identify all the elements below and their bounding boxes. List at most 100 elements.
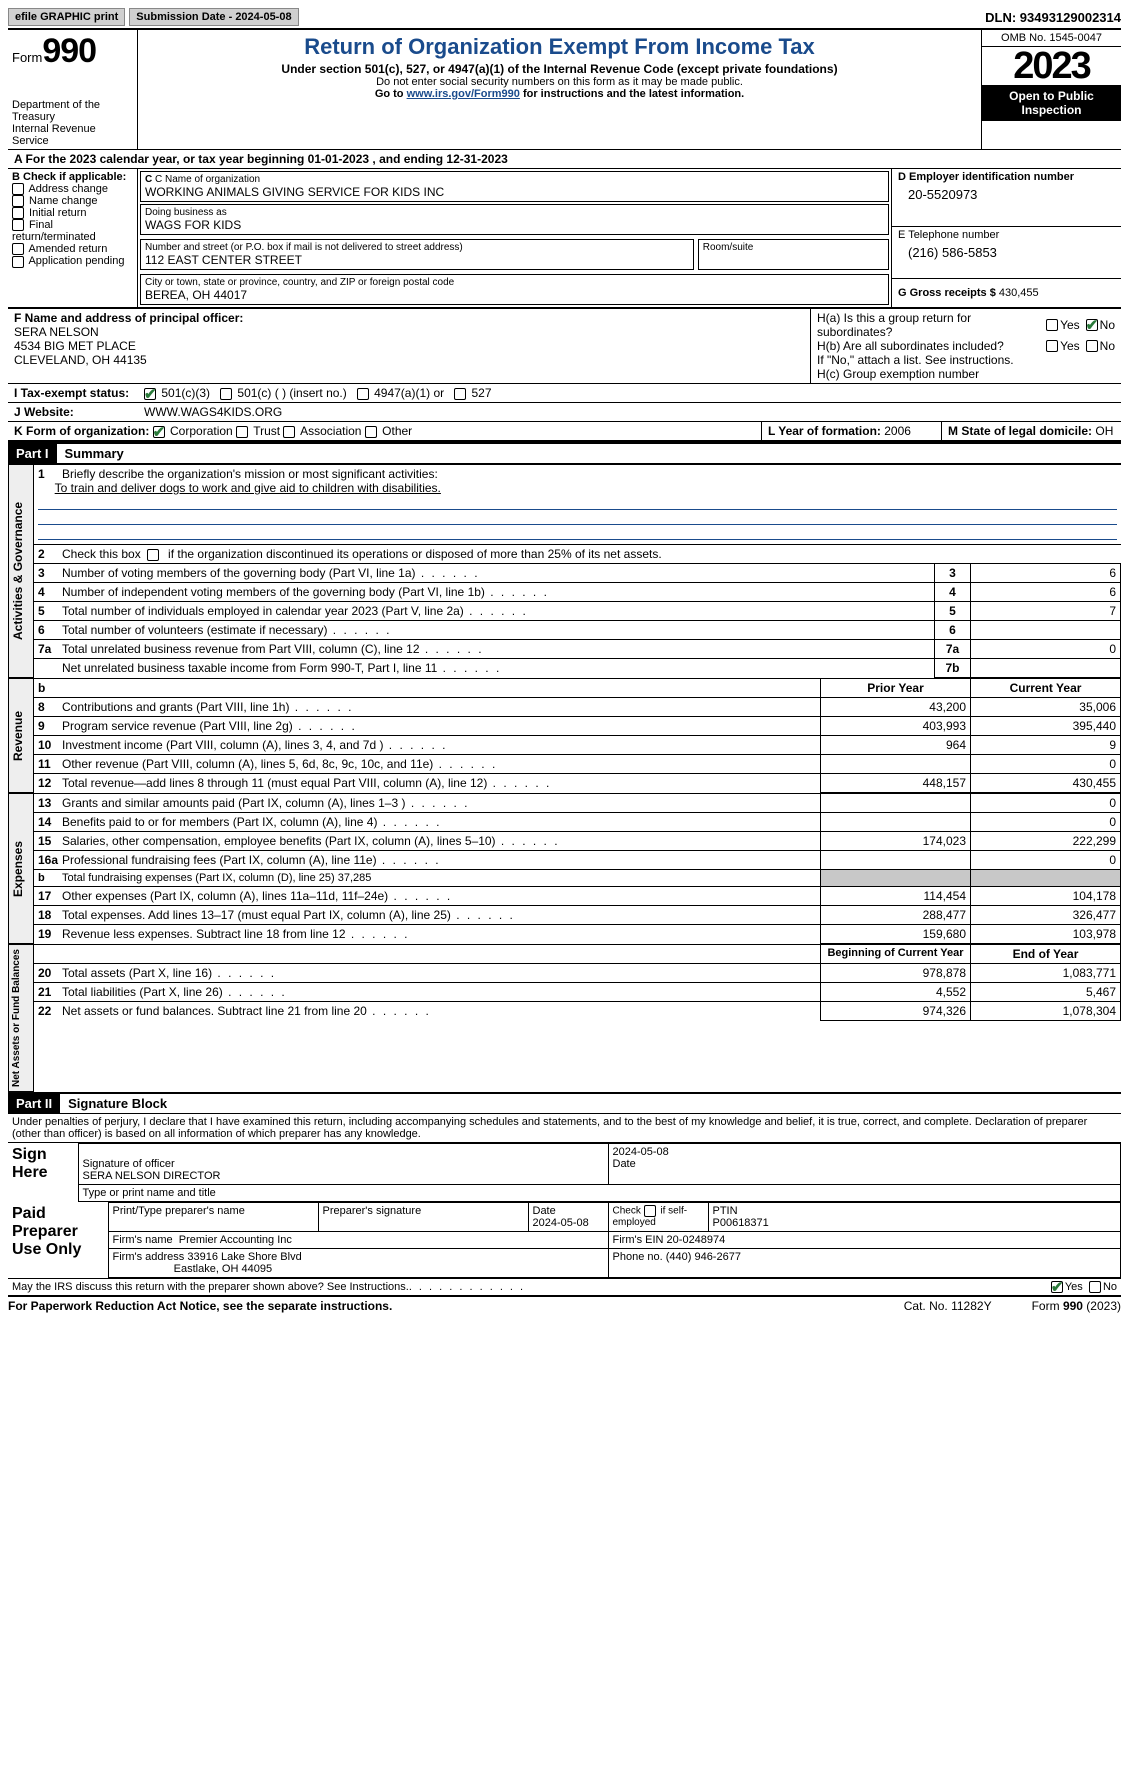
inspection-label: Open to Public Inspection [982,85,1121,121]
vtab-expenses: Expenses [8,793,34,944]
ha-no: No [1100,318,1115,332]
summary-row: 21Total liabilities (Part X, line 26)4,5… [34,983,1121,1002]
corp-checkbox[interactable] [153,426,165,438]
top-bar: efile GRAPHIC print Submission Date - 20… [8,8,1121,26]
colb-checkbox[interactable] [12,256,24,268]
domicile-value: OH [1095,424,1113,438]
net-assets-block: Net Assets or Fund Balances Beginning of… [8,944,1121,1092]
ha-no-checkbox[interactable] [1086,319,1098,331]
firm-name: Premier Accounting Inc [179,1234,292,1246]
opt-501c: 501(c) ( ) (insert no.) [237,386,346,400]
firm-addr2: Eastlake, OH 44095 [174,1263,272,1275]
prior-year-header: Prior Year [821,679,971,698]
paid-preparer-label: Paid Preparer Use Only [8,1203,108,1278]
summary-row: 7aTotal unrelated business revenue from … [34,640,1121,659]
mission-label: Briefly describe the organization's miss… [62,467,438,481]
self-emp-cell: Check if self-employed [608,1203,708,1232]
row-j-website: J Website: WWW.WAGS4KIDS.ORG [8,402,1121,421]
hc-label: H(c) Group exemption number [817,367,1115,381]
prep-sig-label: Preparer's signature [318,1203,528,1232]
line2-text: Check this box if the organization disco… [62,547,662,561]
row-klm: K Form of organization: Corporation Trus… [8,421,1121,442]
part2-tag: Part II [8,1094,60,1113]
527-checkbox[interactable] [454,388,466,400]
governance-block: Activities & Governance 1Briefly describ… [8,464,1121,678]
goto-post: for instructions and the latest informat… [520,88,744,100]
sig-officer-label: Signature of officer [83,1158,175,1170]
colb-checkbox[interactable] [12,219,24,231]
row-f-h: F Name and address of principal officer:… [8,308,1121,383]
tax-year: 2023 [982,47,1121,85]
efile-button[interactable]: efile GRAPHIC print [8,8,125,26]
colb-item: Amended return [12,243,133,255]
type-name-label: Type or print name and title [78,1185,1121,1202]
officer-signed: SERA NELSON DIRECTOR [83,1170,221,1182]
hb-no-checkbox[interactable] [1086,340,1098,352]
501c3-checkbox[interactable] [144,388,156,400]
colb-checkbox[interactable] [12,207,24,219]
instructions-link[interactable]: www.irs.gov/Form990 [407,88,520,100]
perjury-declaration: Under penalties of perjury, I declare th… [8,1114,1121,1143]
self-emp-checkbox[interactable] [644,1205,656,1217]
prep-name-label: Print/Type preparer's name [108,1203,318,1232]
discuss-yes-checkbox[interactable] [1051,1281,1063,1293]
col-b-title: B Check if applicable: [12,171,133,183]
discontinued-checkbox[interactable] [147,549,159,561]
row-a-tax-year: A For the 2023 calendar year, or tax yea… [8,149,1121,169]
colb-checkbox[interactable] [12,243,24,255]
h-note: If "No," attach a list. See instructions… [817,353,1115,367]
4947-checkbox[interactable] [357,388,369,400]
summary-row: 15Salaries, other compensation, employee… [34,832,1121,851]
colb-checkbox[interactable] [12,183,24,195]
firm-addr1: 33916 Lake Shore Blvd [187,1251,301,1263]
hb-no: No [1100,339,1115,353]
eoy-header: End of Year [971,945,1121,964]
ha-yes-checkbox[interactable] [1046,319,1058,331]
goto-pre: Go to [375,88,407,100]
discuss-no-checkbox[interactable] [1089,1281,1101,1293]
info-grid: B Check if applicable: Address change Na… [8,169,1121,308]
summary-row: 9Program service revenue (Part VIII, lin… [34,717,1121,736]
tax-exempt-label: I Tax-exempt status: [8,384,138,402]
501c-checkbox[interactable] [220,388,232,400]
summary-row: 4Number of independent voting members of… [34,583,1121,602]
colb-item: Final return/terminated [12,219,133,243]
part1-header: Part I Summary [8,442,1121,464]
page-footer: For Paperwork Reduction Act Notice, see … [8,1295,1121,1313]
submission-date-button[interactable]: Submission Date - 2024-05-08 [129,8,298,26]
part1-title: Summary [57,444,132,463]
hb-label: H(b) Are all subordinates included? [817,339,1046,353]
assoc-checkbox[interactable] [283,426,295,438]
room-label: Room/suite [703,242,884,253]
dba-label: Doing business as [145,207,884,218]
summary-row: 19Revenue less expenses. Subtract line 1… [34,925,1121,944]
summary-row: 14Benefits paid to or for members (Part … [34,813,1121,832]
hb-yes-checkbox[interactable] [1046,340,1058,352]
website-label: J Website: [8,403,138,421]
vtab-revenue: Revenue [8,678,34,793]
city-label: City or town, state or province, country… [145,277,884,288]
sig-date-label: Date [613,1158,636,1170]
domicile-label: M State of legal domicile: [948,424,1095,438]
gross-value: 430,455 [999,287,1039,299]
officer-addr1: 4534 BIG MET PLACE [14,339,804,353]
opt-assoc: Association [300,424,361,438]
part2-title: Signature Block [60,1094,175,1113]
row-i-tax-exempt: I Tax-exempt status: 501(c)(3) 501(c) ( … [8,383,1121,402]
summary-row: 5Total number of individuals employed in… [34,602,1121,621]
opt-501c3: 501(c)(3) [161,386,210,400]
other-checkbox[interactable] [365,426,377,438]
hb-yes: Yes [1060,339,1080,353]
officer-name: SERA NELSON [14,325,804,339]
officer-addr2: CLEVELAND, OH 44135 [14,353,804,367]
opt-527: 527 [472,386,492,400]
colb-checkbox[interactable] [12,195,24,207]
trust-checkbox[interactable] [236,426,248,438]
colb-item: Initial return [12,207,133,219]
ha-label: H(a) Is this a group return for subordin… [817,311,1046,339]
firm-addr-label: Firm's address [113,1251,188,1263]
street-label: Number and street (or P.O. box if mail i… [145,242,689,253]
form-number: Form990 [12,32,133,71]
colb-item: Address change [12,183,133,195]
summary-row: 10Investment income (Part VIII, column (… [34,736,1121,755]
